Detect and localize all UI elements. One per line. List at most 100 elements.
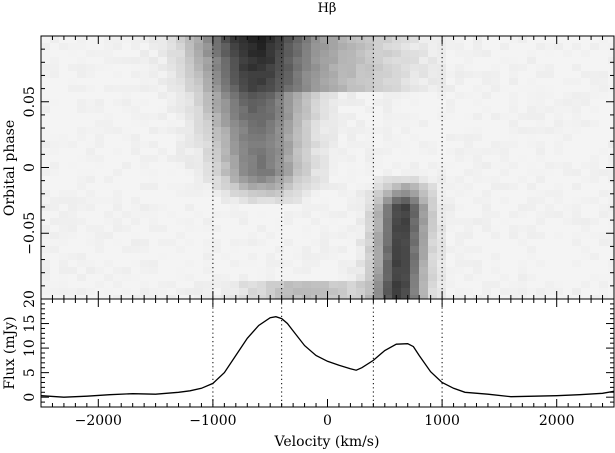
heatmap-cell <box>167 43 177 51</box>
heatmap-cell <box>104 120 114 128</box>
heatmap-cell <box>419 288 429 296</box>
heatmap-cell <box>266 295 276 299</box>
heatmap-cell <box>329 78 339 86</box>
heatmap-cell <box>473 295 483 299</box>
heatmap-cell <box>500 43 510 51</box>
heatmap-cell <box>131 148 141 156</box>
heatmap-cell <box>410 78 420 86</box>
heatmap-cell <box>149 92 159 100</box>
heatmap-cell <box>41 169 51 177</box>
heatmap-cell <box>275 253 285 261</box>
heatmap-cell <box>113 64 123 72</box>
heatmap-cell <box>338 127 348 135</box>
heatmap-cell <box>410 71 420 79</box>
heatmap-cell <box>464 176 474 184</box>
heatmap-cell <box>122 120 132 128</box>
heatmap-cell <box>491 99 501 107</box>
heatmap-cell <box>392 197 402 205</box>
heatmap-cell <box>491 288 501 296</box>
heatmap-cell <box>536 253 546 261</box>
heatmap-cell <box>428 204 438 212</box>
heatmap-cell <box>356 106 366 114</box>
heatmap-cell <box>518 50 528 58</box>
heatmap-cell <box>419 295 429 299</box>
heatmap-cell <box>77 120 87 128</box>
heatmap-cell <box>257 288 267 296</box>
heatmap-cell <box>356 148 366 156</box>
heatmap-cell <box>338 85 348 93</box>
heatmap-cell <box>113 218 123 226</box>
heatmap-cell <box>410 260 420 268</box>
heatmap-cell <box>590 260 600 268</box>
heatmap-cell <box>266 281 276 289</box>
heatmap-cell <box>221 232 231 240</box>
heatmap-cell <box>419 218 429 226</box>
heatmap-cell <box>203 106 213 114</box>
heatmap-cell <box>437 274 447 282</box>
heatmap-cell <box>77 64 87 72</box>
heatmap-cell <box>284 64 294 72</box>
heatmap-cell <box>203 204 213 212</box>
heatmap-cell <box>68 120 78 128</box>
heatmap-cell <box>320 267 330 275</box>
heatmap-cell <box>581 106 591 114</box>
heatmap-cell <box>266 85 276 93</box>
heatmap-cell <box>140 260 150 268</box>
heatmap-cell <box>590 288 600 296</box>
heatmap-cell <box>464 190 474 198</box>
heatmap-cell <box>140 71 150 79</box>
heatmap-cell <box>536 288 546 296</box>
heatmap-cell <box>104 169 114 177</box>
heatmap-cell <box>284 218 294 226</box>
heatmap-cell <box>410 288 420 296</box>
heatmap-cell <box>401 50 411 58</box>
heatmap-cell <box>176 141 186 149</box>
heatmap-cell <box>203 211 213 219</box>
heatmap-cell <box>581 57 591 65</box>
heatmap-cell <box>365 106 375 114</box>
heatmap-cell <box>473 260 483 268</box>
heatmap-cell <box>140 218 150 226</box>
heatmap-cell <box>518 148 528 156</box>
heatmap-cell <box>59 183 69 191</box>
heatmap-cell <box>293 162 303 170</box>
heatmap-cell <box>365 274 375 282</box>
heatmap-cell <box>185 50 195 58</box>
heatmap-cell <box>95 239 105 247</box>
heatmap-cell <box>311 127 321 135</box>
heatmap-cell <box>68 99 78 107</box>
heatmap-cell <box>203 281 213 289</box>
heatmap-cell <box>428 183 438 191</box>
heatmap-cell <box>149 176 159 184</box>
heatmap-cell <box>455 120 465 128</box>
heatmap-cell <box>383 295 393 299</box>
heatmap-cell <box>140 169 150 177</box>
heatmap-cell <box>275 78 285 86</box>
heatmap-cell <box>50 204 60 212</box>
heatmap-cell <box>140 36 150 44</box>
heatmap-cell <box>266 92 276 100</box>
heatmap-cell <box>59 253 69 261</box>
heatmap-cell <box>491 281 501 289</box>
heatmap-cell <box>50 169 60 177</box>
heatmap-cell <box>545 183 555 191</box>
heatmap-cell <box>428 288 438 296</box>
heatmap-cell <box>122 85 132 93</box>
heatmap-cell <box>68 253 78 261</box>
heatmap-cell <box>608 141 614 149</box>
heatmap-cell <box>491 120 501 128</box>
heatmap-cell <box>41 127 51 135</box>
heatmap-cell <box>581 281 591 289</box>
heatmap-cell <box>176 211 186 219</box>
heatmap-cell <box>608 71 614 79</box>
heatmap-cell <box>338 36 348 44</box>
heatmap-cell <box>437 267 447 275</box>
heatmap-cell <box>347 78 357 86</box>
heatmap-cell <box>464 99 474 107</box>
heatmap-cell <box>68 71 78 79</box>
heatmap-cell <box>77 239 87 247</box>
heatmap-cell <box>293 78 303 86</box>
heatmap-cell <box>230 197 240 205</box>
heatmap-cell <box>257 239 267 247</box>
heatmap-cell <box>293 141 303 149</box>
